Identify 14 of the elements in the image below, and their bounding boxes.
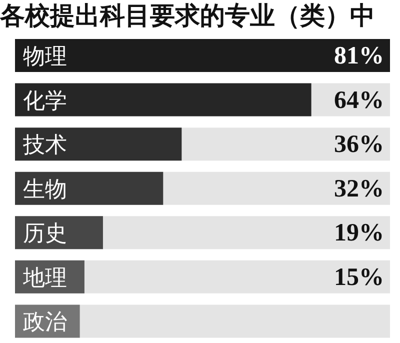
data-label: 81% [334,42,384,70]
y-tick-label: 技术 [22,133,67,158]
data-label: 15% [334,264,384,291]
y-tick-label: 生物 [23,177,67,202]
y-tick-label: 政治 [23,310,67,336]
y-tick-label: 地理 [22,266,67,291]
y-tick-label: 历史 [23,222,67,247]
chart-title: 各校提出科目要求的专业（类）中 [0,0,376,32]
data-label: 32% [334,175,384,202]
data-label: 36% [334,131,384,158]
y-tick-label: 化学 [23,88,67,114]
data-label: 19% [334,220,384,247]
y-tick-label: 物理 [23,44,67,70]
data-label: 64% [334,86,384,114]
